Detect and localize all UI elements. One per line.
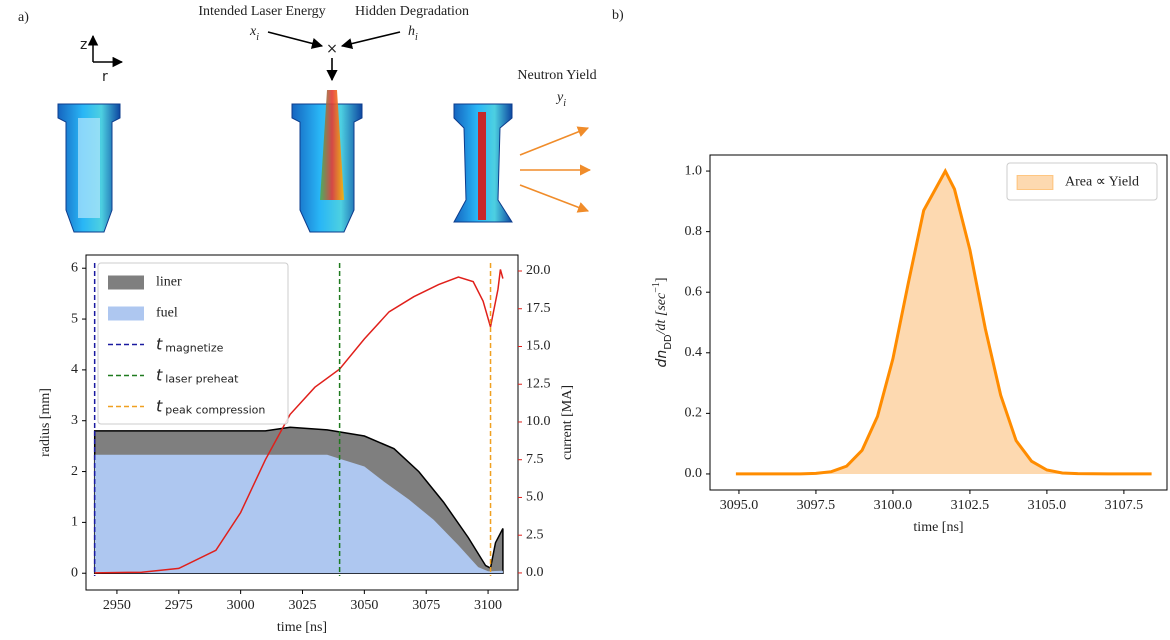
y-tick-label: 0.6 [685, 284, 703, 299]
yield-arrows [519, 126, 592, 213]
y-tick-label: 3 [71, 413, 78, 428]
x-tick-label: 3095.0 [720, 498, 759, 513]
y-tick-label: 0.0 [685, 466, 703, 481]
y2-tick-label: 2.5 [526, 527, 544, 542]
legend-box [97, 262, 289, 425]
output-symbol: yi [555, 90, 566, 109]
y-axis-label: dnDD/dt [sec−1] [651, 277, 674, 367]
x-tick-label: 3102.5 [951, 498, 990, 513]
axes-icon [87, 34, 124, 68]
y-tick-label: 0.4 [685, 345, 703, 360]
y2-tick-label: 5.0 [526, 490, 544, 505]
y-tick-label: 1 [71, 515, 78, 530]
legend-label: Area ∝ Yield [1065, 175, 1139, 190]
panel-label: a) [18, 10, 29, 25]
area [735, 171, 1152, 474]
plot-frame [709, 154, 1168, 491]
legend-label: t laser preheat [156, 365, 239, 386]
y-tick-label: 0 [71, 565, 78, 580]
x-tick-label: 3105.0 [1028, 498, 1067, 513]
y2-tick-label: 15.0 [526, 339, 551, 354]
output-label: Neutron Yield [517, 68, 596, 83]
legend-symbol: t [156, 365, 163, 384]
x-tick-label: 3100 [474, 598, 502, 613]
y-tick-label: 0.2 [685, 406, 703, 421]
simulation-render [57, 90, 513, 233]
symbol: x [249, 24, 257, 39]
x-tick-label: 3025 [288, 598, 316, 613]
line [735, 167, 1152, 476]
legend-swatch [108, 275, 144, 290]
legend-subscript: laser preheat [165, 373, 239, 386]
x-tick-label: 3107.5 [1105, 498, 1144, 513]
x-axis-label: time [ns] [913, 520, 963, 535]
label-part: /dt [sec [654, 292, 669, 335]
input-symbol: hi [408, 24, 418, 43]
input-label: Intended Laser Energy [198, 4, 325, 19]
flow-arrows [267, 31, 401, 82]
x-tick-label: 3000 [227, 598, 255, 613]
label-part: −1 [651, 282, 662, 293]
y-tick-label: 6 [71, 260, 78, 275]
x-tick-label: 2950 [103, 598, 131, 613]
y2-tick-label: 0.0 [526, 565, 544, 580]
legend-swatch [108, 306, 144, 321]
label-part: ] [654, 277, 669, 282]
x-tick-label: 3097.5 [797, 498, 836, 513]
legend-subscript: peak compression [165, 404, 265, 417]
y2-axis-label: current [MA] [560, 385, 575, 460]
y-tick-label: 1.0 [685, 163, 703, 178]
legend-label: fuel [156, 306, 178, 321]
y-axis-label: radius [mm] [38, 388, 53, 457]
axis-icon-label: z [80, 37, 87, 53]
y-tick-label: 4 [71, 362, 78, 377]
x-axis-label: time [ns] [277, 620, 327, 635]
legend-label: t magnetize [156, 334, 224, 355]
legend-box [1006, 162, 1158, 201]
label-part: DD [663, 334, 674, 350]
area [94, 454, 503, 574]
x-tick-label: 3100.0 [874, 498, 913, 513]
y2-tick-label: 17.5 [526, 301, 551, 316]
current-line [94, 269, 504, 574]
y-tick-label: 5 [71, 311, 78, 326]
panel-label: b) [612, 8, 624, 23]
legend-subscript: magnetize [165, 342, 223, 355]
y-tick-label: 2 [71, 464, 78, 479]
combine-symbol: × [326, 41, 338, 57]
axis-icon-label: r [102, 69, 108, 85]
legend-label: t peak compression [156, 396, 265, 417]
input-symbol: xi [249, 24, 259, 43]
y2-tick-label: 20.0 [526, 263, 551, 278]
legend-swatch [1016, 175, 1054, 190]
legend-symbol: t [156, 396, 163, 415]
symbol-index: i [415, 32, 418, 43]
symbol-index: i [256, 32, 259, 43]
y-tick-label: 0.8 [685, 224, 703, 239]
y2-tick-label: 10.0 [526, 414, 551, 429]
legend-label: liner [156, 275, 182, 290]
legend-symbol: t [156, 334, 163, 353]
y2-tick-label: 12.5 [526, 376, 551, 391]
x-tick-label: 3050 [350, 598, 378, 613]
x-tick-label: 2975 [165, 598, 193, 613]
symbol-index: i [563, 98, 566, 109]
input-label: Hidden Degradation [355, 4, 469, 19]
symbol: y [555, 90, 564, 105]
x-tick-label: 3075 [412, 598, 440, 613]
label-part: dn [654, 350, 670, 368]
y2-tick-label: 7.5 [526, 452, 544, 467]
symbol: h [408, 24, 415, 39]
